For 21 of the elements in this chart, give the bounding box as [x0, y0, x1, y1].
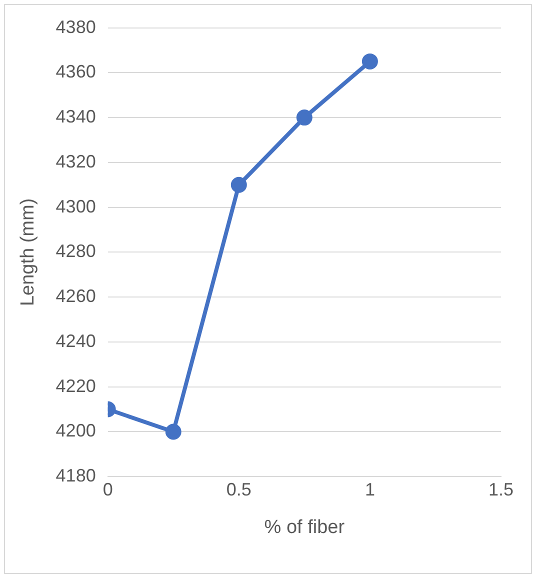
y-tick-label: 4320: [56, 151, 96, 172]
x-tick-label: 0.5: [226, 479, 252, 500]
x-tick-label: 1.5: [488, 479, 514, 500]
point: [165, 424, 182, 440]
y-axis-title: Length (mm): [18, 198, 39, 306]
x-tick-label: 1: [364, 479, 375, 500]
point: [362, 53, 378, 70]
x-tick-label: 0: [102, 479, 113, 500]
y-tick-label: 4360: [56, 62, 96, 82]
y-tick-label: 4260: [56, 286, 96, 306]
point: [230, 176, 247, 193]
y-tick-label: 4340: [56, 106, 96, 127]
y-tick-label: 4220: [56, 376, 96, 396]
y-tick-label: 4280: [56, 241, 96, 262]
y-tick-label: 4200: [56, 420, 96, 441]
x-axis-title: % of fiber: [264, 516, 346, 538]
point: [296, 110, 312, 126]
y-tick-label: 4380: [56, 16, 96, 37]
y-tick-label: 4240: [56, 330, 96, 351]
y-tick-label: 4300: [56, 196, 96, 216]
y-tick-label: 4180: [56, 466, 96, 486]
